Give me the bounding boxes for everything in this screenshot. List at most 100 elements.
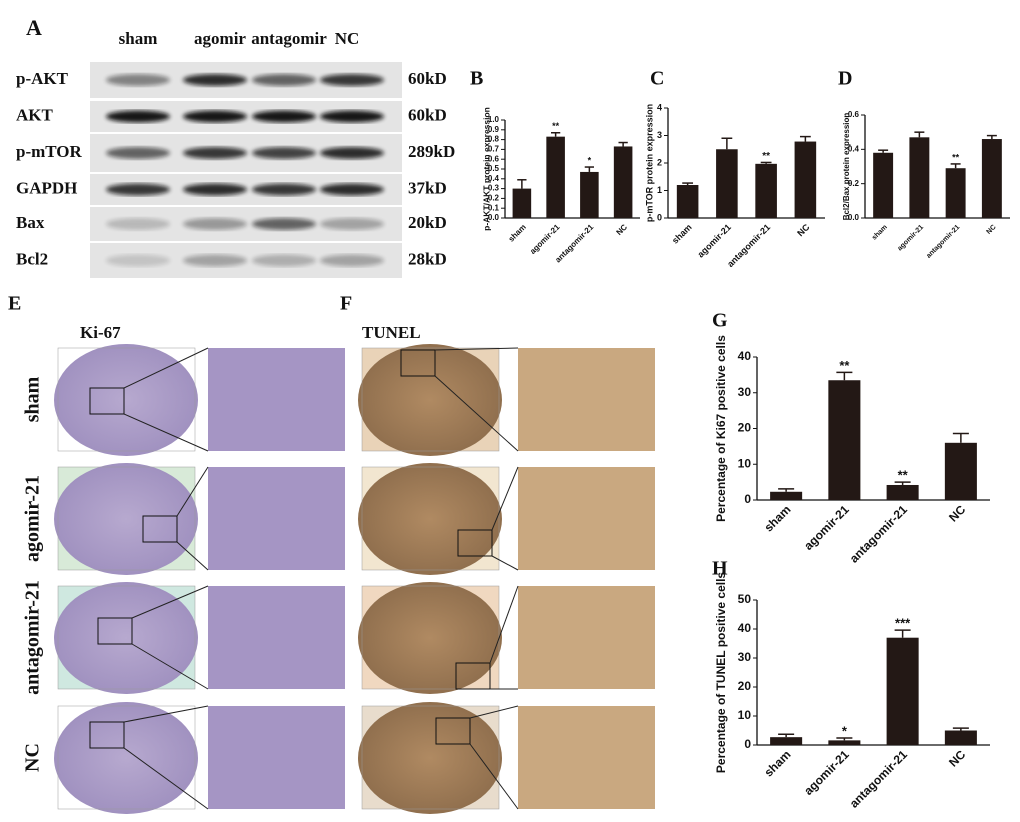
row-label: agomir-21 (22, 475, 44, 562)
zoom-box (400, 349, 436, 377)
micrograph-frame (57, 347, 196, 452)
x-tick-label: sham (761, 502, 793, 534)
zoom-image (208, 706, 345, 809)
y-axis-label: p-AKT/AKT protein expression (481, 107, 491, 231)
blot-band (320, 254, 384, 267)
y-tick-label: 0.9 (488, 125, 500, 134)
significance-label: ** (952, 152, 960, 162)
y-axis-label: Percentage of Ki67 positive cells (714, 335, 728, 522)
zoom-image (518, 706, 655, 809)
bar (613, 146, 633, 218)
zoom-line (469, 743, 519, 810)
y-tick-label: 0.3 (488, 184, 500, 193)
panel-letter: B (470, 68, 483, 90)
blot-band (252, 218, 316, 230)
protein-label: Bax (16, 213, 45, 232)
blot-band (106, 110, 170, 123)
panel-title: TUNEL (362, 323, 421, 342)
tissue-section (54, 463, 198, 575)
y-tick-label: 4 (657, 102, 662, 112)
zoom-box (455, 662, 491, 690)
significance-label: ** (898, 468, 909, 483)
bar (909, 137, 930, 218)
zoom-box (457, 529, 493, 557)
y-tick-label: 0.6 (488, 154, 500, 163)
protein-label: Bcl2 (16, 249, 48, 268)
micrograph-frame (361, 466, 500, 571)
zoom-image (208, 586, 345, 689)
zoom-line (434, 347, 519, 351)
bar (676, 185, 699, 218)
y-tick-label: 0.0 (848, 213, 860, 222)
zoom-box (97, 617, 133, 645)
blot-band (252, 183, 316, 196)
x-tick-label: agomir-21 (528, 222, 562, 256)
blot-band (106, 74, 170, 86)
bar (886, 484, 919, 500)
x-tick-label: agomir-21 (695, 222, 732, 259)
lane-label: sham (119, 29, 158, 48)
y-tick-label: 0.5 (488, 164, 500, 173)
y-tick-label: 20 (738, 421, 752, 435)
lane-label: agomir (194, 29, 246, 48)
panel-letter: G (712, 310, 728, 332)
bar (886, 637, 919, 745)
x-tick-label: NC (614, 222, 629, 237)
y-tick-label: 1.0 (488, 115, 500, 124)
x-tick-label: sham (761, 747, 793, 779)
y-tick-label: 1 (657, 185, 662, 195)
panel-letter: A (26, 15, 42, 40)
blot-band (183, 147, 247, 159)
y-tick-label: 0 (744, 492, 751, 506)
x-tick-label: NC (946, 502, 968, 524)
blot-band (106, 183, 170, 196)
size-label: 60kD (408, 69, 447, 88)
blot-band (106, 218, 170, 230)
blot-band (183, 183, 247, 196)
protein-label: p-mTOR (16, 142, 83, 161)
zoom-image (208, 467, 345, 570)
y-tick-label: 40 (738, 349, 752, 363)
panel-letter: F (340, 293, 352, 315)
blot-band (183, 254, 247, 267)
y-axis-label: p-mTOR protein expression (644, 104, 654, 222)
zoom-line (131, 643, 209, 690)
zoom-image (518, 348, 655, 451)
size-label: 60kD (408, 105, 447, 124)
micrograph-frame (57, 705, 196, 810)
protein-label: GAPDH (16, 178, 77, 197)
x-tick-label: agomir-21 (801, 502, 852, 553)
y-tick-label: 10 (738, 708, 752, 722)
y-tick-label: 0.4 (488, 174, 500, 183)
x-tick-label: antagomir-21 (847, 502, 910, 565)
x-tick-label: sham (507, 223, 528, 244)
y-axis-label: Percentage of TUNEL positive cells (714, 572, 728, 774)
y-tick-label: 0 (657, 212, 662, 222)
blot-band (320, 74, 384, 86)
y-tick-label: 0.7 (488, 145, 500, 154)
y-tick-label: 20 (738, 679, 752, 693)
panel-letter: E (8, 293, 21, 315)
y-tick-label: 2 (657, 157, 662, 167)
y-tick-label: 3 (657, 130, 662, 140)
row-label: NC (22, 743, 44, 772)
zoom-line (123, 347, 209, 389)
significance-label: ** (839, 358, 850, 373)
blot-band (106, 147, 170, 159)
y-tick-label: 0.0 (488, 213, 500, 222)
zoom-box (435, 717, 471, 745)
bar (794, 141, 817, 218)
blot-band (320, 110, 384, 123)
tissue-section (358, 344, 502, 456)
lane-label: antagomir (251, 29, 327, 48)
row-label: antagomir-21 (22, 580, 44, 695)
protein-label: p-AKT (16, 69, 69, 88)
tissue-section (358, 702, 502, 814)
y-tick-label: 40 (738, 621, 752, 635)
bar (546, 136, 565, 218)
bar (981, 139, 1002, 218)
protein-label: AKT (16, 105, 54, 124)
tissue-section (54, 344, 198, 456)
zoom-line (123, 705, 209, 723)
